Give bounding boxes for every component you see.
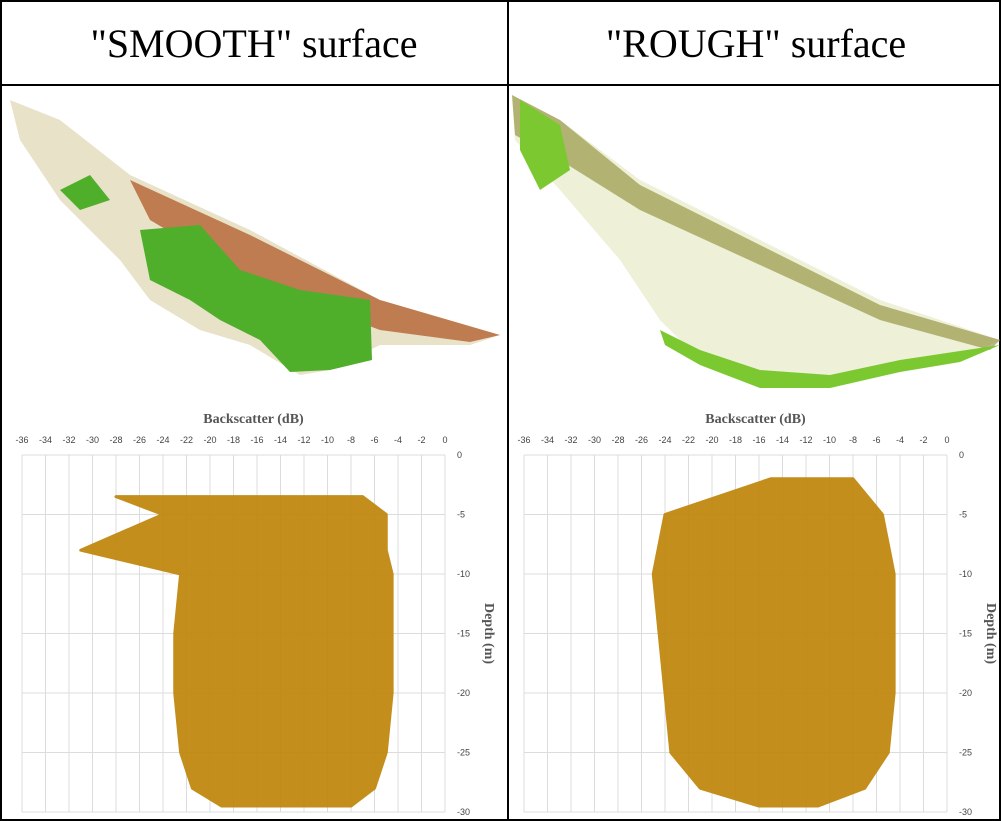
x-tick-label: -30: [86, 435, 99, 445]
x-tick-label: -4: [896, 435, 904, 445]
y-axis-label: Depth (m): [983, 603, 998, 664]
y-tick-label: 0: [959, 450, 964, 460]
y-tick-label: -15: [959, 629, 972, 639]
x-tick-label: -2: [919, 435, 927, 445]
x-tick-label: -16: [752, 435, 765, 445]
y-tick-label: -15: [457, 629, 470, 639]
x-tick-label: -2: [417, 435, 425, 445]
x-tick-label: -8: [849, 435, 857, 445]
x-tick-label: -20: [705, 435, 718, 445]
x-tick-label: -26: [133, 435, 146, 445]
y-tick-label: -25: [959, 748, 972, 758]
y-tick-label: -10: [959, 569, 972, 579]
x-tick-label: -8: [347, 435, 355, 445]
x-axis-label: Backscatter (dB): [705, 412, 806, 427]
x-tick-label: -36: [517, 435, 530, 445]
x-tick-label: -6: [370, 435, 378, 445]
x-tick-label: -22: [180, 435, 193, 445]
x-axis-label: Backscatter (dB): [203, 412, 304, 427]
figure: "SMOOTH" surface Backscatter (dB) Depth (m…: [0, 0, 1001, 821]
x-tick-label: -14: [274, 435, 287, 445]
x-tick-label: -6: [872, 435, 880, 445]
x-tick-label: -4: [394, 435, 402, 445]
x-tick-label: -10: [321, 435, 334, 445]
density-cloud: [653, 479, 894, 806]
x-tick-label: -12: [297, 435, 310, 445]
x-tick-label: -12: [799, 435, 812, 445]
x-tick-label: -18: [227, 435, 240, 445]
x-tick-label: -28: [611, 435, 624, 445]
x-tick-label: -30: [588, 435, 601, 445]
x-tick-label: -16: [250, 435, 263, 445]
y-tick-label: -30: [457, 807, 470, 817]
x-tick-label: -10: [823, 435, 836, 445]
x-tick-label: -36: [15, 435, 28, 445]
x-tick-label: -24: [156, 435, 169, 445]
x-tick-label: -22: [682, 435, 695, 445]
y-tick-label: -25: [457, 748, 470, 758]
y-tick-label: 0: [457, 450, 462, 460]
x-tick-label: -28: [109, 435, 122, 445]
x-tick-label: -34: [39, 435, 52, 445]
y-tick-label: -10: [457, 569, 470, 579]
panel-title: "ROUGH" surface: [606, 21, 906, 66]
x-tick-label: -32: [62, 435, 75, 445]
x-tick-label: -18: [729, 435, 742, 445]
y-tick-label: -30: [959, 807, 972, 817]
x-tick-label: 0: [442, 435, 447, 445]
y-tick-label: -5: [959, 510, 967, 520]
y-tick-label: -20: [457, 688, 470, 698]
x-tick-label: -24: [658, 435, 671, 445]
x-tick-label: -14: [776, 435, 789, 445]
x-tick-label: -32: [564, 435, 577, 445]
panel-title: "SMOOTH" surface: [90, 21, 417, 66]
x-tick-label: -20: [203, 435, 216, 445]
x-tick-label: 0: [944, 435, 949, 445]
y-tick-label: -20: [959, 688, 972, 698]
x-tick-label: -34: [541, 435, 554, 445]
x-tick-label: -26: [635, 435, 648, 445]
y-axis-label: Depth (m): [481, 603, 496, 664]
y-tick-label: -5: [457, 510, 465, 520]
